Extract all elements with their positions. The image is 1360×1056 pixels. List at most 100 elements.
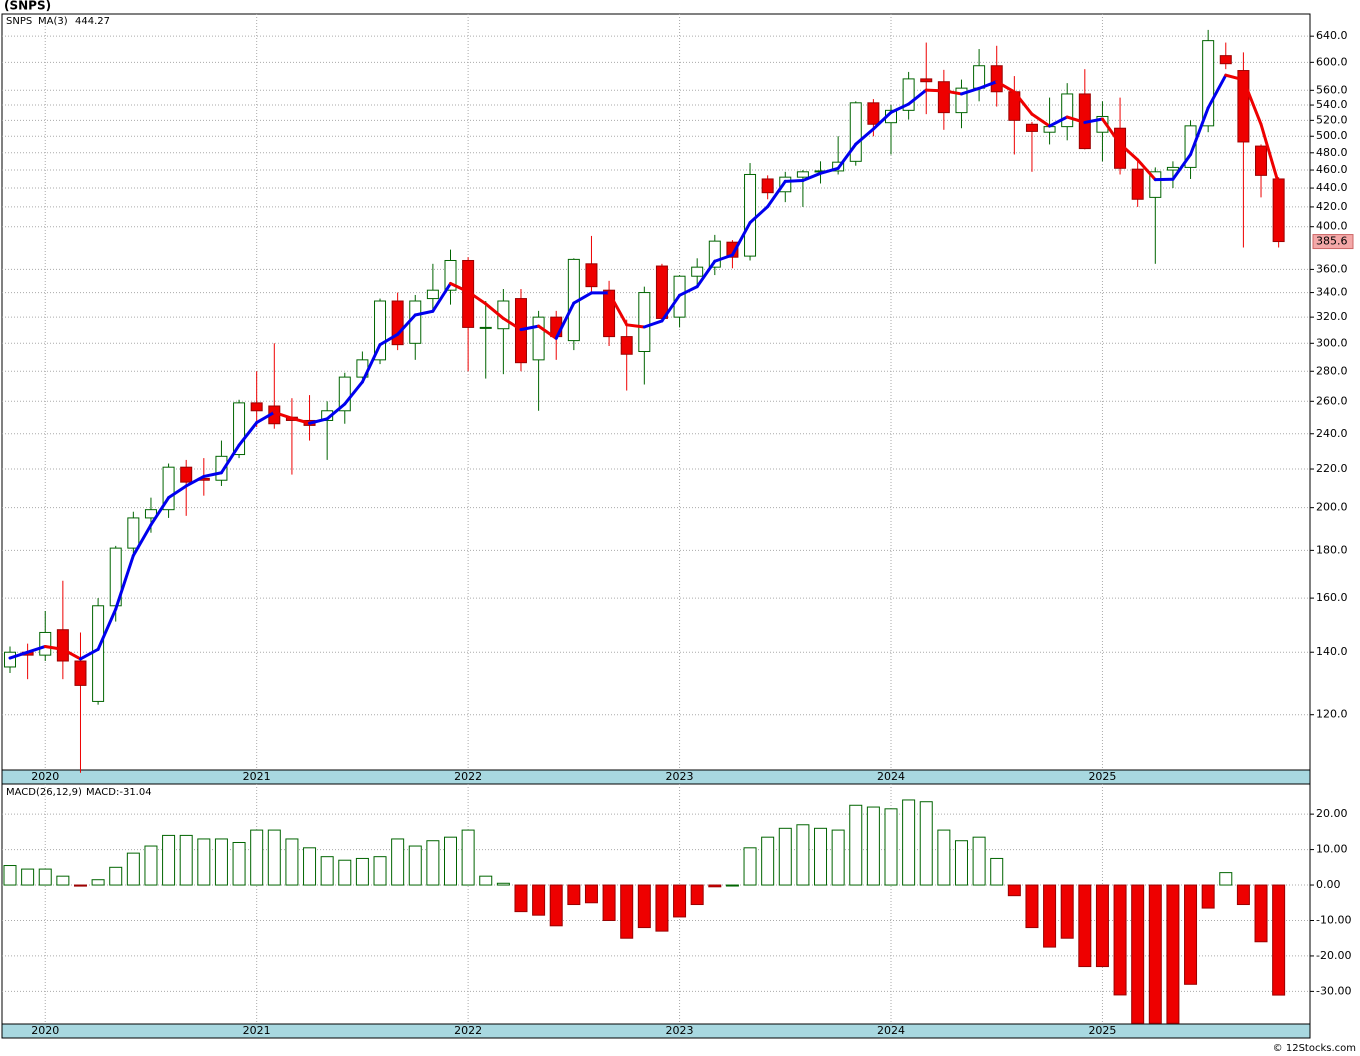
ma-segment [1224, 73, 1245, 82]
candle-body [990, 65, 1003, 93]
ma-segment [1030, 112, 1052, 128]
x-tick-label: 2022 [454, 770, 482, 783]
ma-segment [607, 291, 629, 327]
candle-body [444, 259, 457, 291]
macd-bar [1272, 884, 1286, 996]
candle-body [937, 81, 950, 114]
candle-body [479, 326, 492, 329]
macd-bar [1236, 884, 1250, 906]
ma-segment [26, 644, 47, 654]
macd-bar [549, 884, 563, 927]
ma-segment [1206, 73, 1228, 110]
macd-bar [1201, 884, 1215, 909]
ma-segment [61, 647, 82, 661]
candle-body [691, 266, 704, 277]
y-tick-label: -10.00 [1316, 913, 1351, 926]
y-tick-label: 360.0 [1316, 262, 1348, 275]
legend-macd: MACD(26,12,9) [6, 787, 82, 798]
macd-bar [584, 884, 598, 904]
candle-body [1025, 123, 1038, 132]
ma-segment [1189, 106, 1210, 156]
plot-area [1, 13, 1311, 771]
macd-bar [954, 840, 968, 886]
ma-segment [202, 471, 223, 478]
ma-segment [237, 421, 259, 447]
y-tick-label: 400.0 [1316, 220, 1348, 233]
candle-body [1184, 125, 1197, 168]
candle-body [955, 87, 968, 114]
ma-segment [871, 110, 893, 131]
macd-bar [1219, 872, 1233, 886]
ma-segment [748, 205, 770, 225]
ma-segment [1083, 117, 1104, 124]
candle-body [180, 466, 193, 483]
macd-bar [1078, 884, 1092, 968]
macd-bar [1007, 884, 1021, 897]
macd-bar [3, 865, 17, 886]
ma-segment [1171, 152, 1193, 181]
ma-segment [167, 484, 188, 500]
x-tick-label: 2024 [877, 770, 905, 783]
y-tick-label: 340.0 [1316, 286, 1348, 299]
macd-bar [1025, 884, 1039, 929]
ma-segment [801, 171, 823, 182]
ma-segment [466, 290, 488, 306]
macd-bar [338, 859, 352, 886]
legend-ma: MA(3) [38, 16, 68, 27]
macd-bar [144, 845, 158, 886]
ma-segment [78, 647, 100, 661]
candle-body [1219, 55, 1232, 65]
legend-symbol: SNPS [6, 16, 32, 27]
y-tick-label: 0.00 [1316, 878, 1341, 891]
candle-body [761, 178, 774, 194]
legend-macd-value: MACD:-31.04 [86, 787, 152, 798]
ma-segment [343, 380, 364, 406]
ma-segment [695, 259, 717, 289]
y-tick-label: 10.00 [1316, 843, 1348, 856]
macd-bar [91, 879, 105, 886]
macd-bar [673, 884, 687, 918]
candle-body [603, 289, 616, 338]
macd-bar [109, 866, 123, 886]
macd-bar [743, 847, 757, 886]
x-tick-label: 2025 [1088, 1024, 1116, 1037]
macd-bar [232, 841, 246, 886]
ma-segment [1012, 90, 1034, 116]
candle-body [250, 402, 263, 412]
macd-bar [761, 836, 775, 886]
ma-segment [977, 80, 999, 90]
y-tick-label: -20.00 [1316, 949, 1351, 962]
ma-segment [255, 410, 276, 425]
macd-bar [1060, 884, 1074, 939]
y-tick-label: 140.0 [1316, 645, 1348, 658]
macd-bar [355, 857, 369, 886]
candle-body [409, 300, 422, 344]
y-tick-label: 600.0 [1316, 55, 1348, 68]
x-tick-label: 2023 [666, 1024, 694, 1037]
macd-bar [38, 868, 52, 886]
macd-bar [267, 829, 281, 886]
ma-segment [554, 301, 576, 340]
ma-segment [325, 402, 347, 421]
candle-body [127, 517, 140, 549]
ma-segment [537, 324, 558, 340]
macd-bar [197, 838, 211, 886]
y-tick-label: 120.0 [1316, 708, 1348, 721]
candle-body [796, 171, 809, 178]
ma-segment [642, 319, 664, 329]
macd-bar [444, 836, 457, 886]
macd-bar [866, 806, 880, 886]
candle-body [391, 300, 404, 346]
ma-segment [431, 281, 452, 313]
ma-segment [730, 221, 752, 257]
macd-bar [637, 884, 651, 929]
candle-body [92, 605, 105, 702]
y-tick-label: 520.0 [1316, 113, 1348, 126]
macd-bar [831, 829, 845, 886]
macd-bar [373, 856, 387, 886]
y-tick-label: 180.0 [1316, 543, 1348, 556]
macd-bar [1184, 884, 1198, 985]
candle-body [215, 455, 228, 481]
candle-body [620, 336, 633, 355]
